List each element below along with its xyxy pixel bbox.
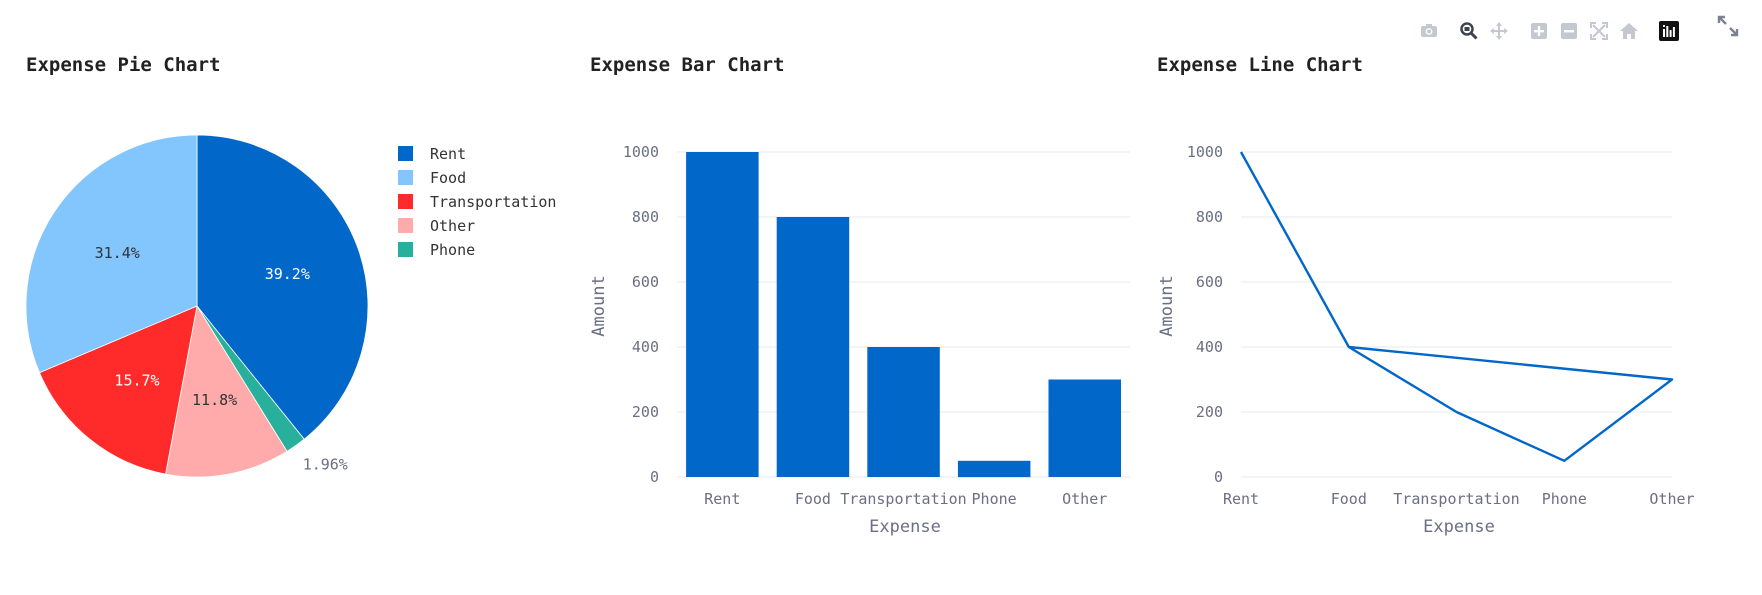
bar-bars	[686, 152, 1122, 478]
pie-slice-other[interactable]	[165, 304, 288, 478]
pie-slice-food[interactable]	[25, 134, 198, 374]
bar-phone[interactable]	[957, 460, 1031, 478]
expand-icon[interactable]	[1716, 14, 1740, 38]
line-y-tick: 0	[1214, 468, 1223, 486]
line-y-tick: 800	[1196, 208, 1223, 226]
legend-item-rent[interactable]: Rent	[430, 145, 466, 163]
pie-slice-rent[interactable]	[196, 134, 369, 440]
legend-item-transportation[interactable]: Transportation	[430, 193, 556, 211]
legend-swatch-transportation	[398, 194, 413, 209]
zoom-icon[interactable]	[1458, 20, 1480, 42]
camera-icon[interactable]	[1418, 20, 1440, 42]
bar-x-tick: Rent	[704, 490, 740, 508]
line-series	[1239, 151, 1674, 462]
line-x-tick: Food	[1331, 490, 1367, 508]
zoom-in-icon[interactable]	[1528, 20, 1550, 42]
line-x-tick: Other	[1649, 490, 1694, 508]
line-chart: Expense Line Chart 0 200 400 600 800 1000 Ren…	[1157, 54, 1695, 537]
bar-x-tick: Transportation	[840, 490, 966, 508]
line-y-tick: 400	[1196, 338, 1223, 356]
bar-y-tick: 0	[650, 468, 659, 486]
bar-y-tick: 1000	[623, 143, 659, 161]
bar-x-tick: Food	[795, 490, 831, 508]
line-y-axis-label: Amount	[1157, 275, 1177, 336]
home-icon[interactable]	[1618, 20, 1640, 42]
line-y-tick: 600	[1196, 273, 1223, 291]
bar-transportation[interactable]	[867, 347, 940, 477]
bar-chart: Expense Bar Chart 0 200 400 600 800 1000 Rent…	[589, 54, 1130, 537]
line-xticks: Rent Food Transportation Phone Other	[1223, 490, 1695, 508]
pie-chart: Expense Pie Chart 39.2% 1.96% 11.8% 15.7% 31…	[25, 54, 556, 478]
line-y-tick: 200	[1196, 403, 1223, 421]
pie-legend: Rent Food Transportation Other Phone	[398, 145, 556, 259]
bar-y-tick: 400	[632, 338, 659, 356]
bar-x-tick: Phone	[972, 490, 1017, 508]
modebar	[1418, 16, 1688, 46]
pie-labels: 39.2% 1.96% 11.8% 15.7% 31.4%	[95, 244, 348, 473]
legend-item-food[interactable]: Food	[430, 169, 466, 187]
pie-slices	[25, 134, 369, 478]
bar-other[interactable]	[1048, 379, 1122, 478]
pie-slice-transportation[interactable]	[39, 305, 198, 475]
bar-xticks: Rent Food Transportation Phone Other	[704, 490, 1107, 508]
bar-food[interactable]	[776, 217, 850, 477]
legend-item-phone[interactable]: Phone	[430, 241, 475, 259]
legend-swatch-other	[398, 218, 413, 233]
pie-chart-title: Expense Pie Chart	[26, 54, 220, 76]
zoom-out-icon[interactable]	[1558, 20, 1580, 42]
legend-swatch-rent	[398, 146, 413, 161]
pie-label-other: 11.8%	[192, 391, 237, 409]
bar-chart-title: Expense Bar Chart	[590, 54, 784, 76]
bar-y-tick: 600	[632, 273, 659, 291]
pie-label-phone: 1.96%	[303, 455, 348, 473]
line-x-tick: Phone	[1542, 490, 1587, 508]
line-x-tick: Rent	[1223, 490, 1259, 508]
pie-label-rent: 39.2%	[265, 265, 310, 283]
line-x-axis-label: Expense	[1423, 517, 1495, 537]
pan-icon[interactable]	[1488, 20, 1510, 42]
bar-rent[interactable]	[686, 152, 759, 477]
line-y-tick: 1000	[1187, 143, 1223, 161]
line-yticks: 0 200 400 600 800 1000	[1187, 143, 1223, 486]
legend-swatch-food	[398, 170, 413, 185]
line-x-tick: Transportation	[1393, 490, 1519, 508]
bar-x-axis-label: Expense	[869, 517, 941, 537]
line-chart-title: Expense Line Chart	[1157, 54, 1363, 76]
bar-y-tick: 200	[632, 403, 659, 421]
bar-yticks: 0 200 400 600 800 1000	[623, 143, 659, 486]
plotly-logo-icon[interactable]	[1658, 20, 1680, 42]
line-series-expense[interactable]	[1239, 151, 1674, 462]
legend-swatch-phone	[398, 242, 413, 257]
bar-y-tick: 800	[632, 208, 659, 226]
pie-label-transportation: 15.7%	[114, 372, 159, 390]
pie-label-food: 31.4%	[95, 244, 140, 262]
bar-y-axis-label: Amount	[589, 275, 609, 336]
legend-item-other[interactable]: Other	[430, 217, 475, 235]
bar-x-tick: Other	[1062, 490, 1107, 508]
autoscale-icon[interactable]	[1588, 20, 1610, 42]
